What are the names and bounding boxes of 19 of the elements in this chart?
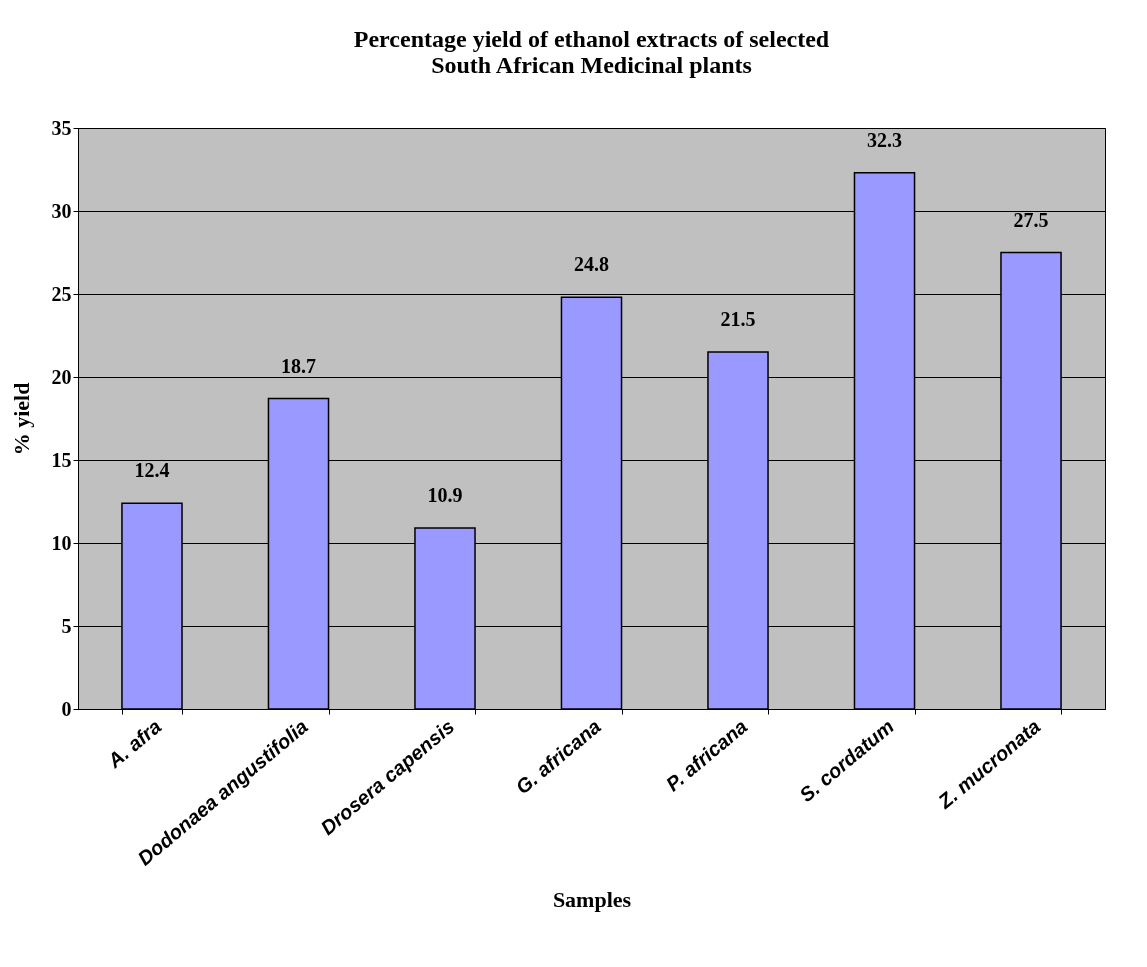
x-axis-title: Samples [552, 886, 632, 912]
y-tick-label: 35 [51, 116, 72, 139]
y-tick-label: 30 [51, 199, 72, 222]
data-label: 12.4 [134, 459, 170, 482]
y-tick-label: 15 [51, 448, 72, 471]
y-tick-label: 0 [61, 697, 72, 720]
data-label: 24.8 [574, 253, 609, 276]
data-label: 18.7 [280, 354, 316, 377]
y-axis-title: % yield [8, 382, 34, 456]
data-label: 10.9 [427, 484, 463, 507]
chart-title: Percentage yield of ethanol extracts of selected South African Medicinal plants [353, 26, 830, 78]
data-label: 32.3 [867, 128, 903, 151]
y-tick-label: 5 [61, 614, 72, 637]
data-label: 21.5 [720, 308, 756, 331]
y-tick-label: 10 [51, 531, 72, 554]
x-tick-label: A. afra [102, 714, 166, 773]
y-tick-label: 20 [51, 365, 72, 388]
data-label: 27.5 [1013, 208, 1049, 231]
y-tick-label: 25 [51, 282, 72, 305]
